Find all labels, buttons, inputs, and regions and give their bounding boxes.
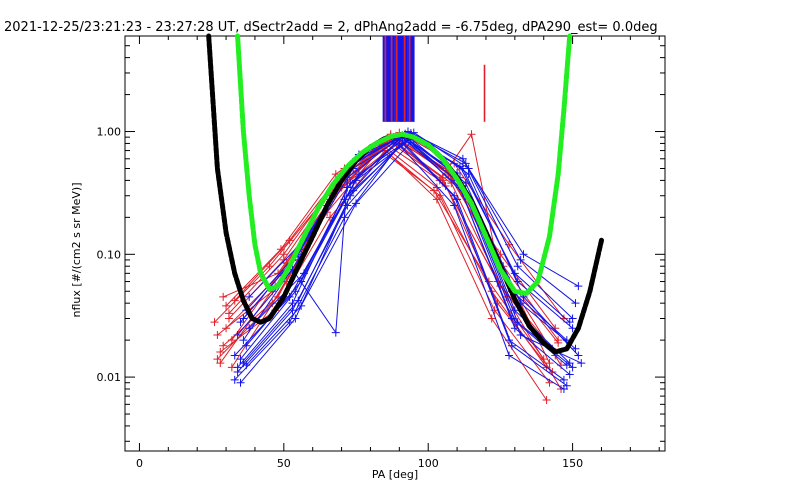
data-point — [245, 324, 254, 333]
data-point — [236, 378, 245, 387]
data-point — [429, 186, 438, 195]
data-point — [516, 255, 525, 264]
data-point — [565, 318, 574, 327]
data-point — [245, 292, 254, 301]
data-point — [507, 341, 516, 350]
data-point — [568, 324, 577, 333]
data-point — [216, 359, 225, 368]
data-point — [210, 318, 219, 327]
data-point — [233, 331, 242, 340]
axes-ticks: 0 50 100 150 0.01 0.10 1.00 — [97, 35, 665, 470]
data-point — [513, 262, 522, 271]
data-point — [574, 282, 583, 291]
data-point — [216, 348, 225, 357]
x-axis-label: PA [deg] — [372, 468, 418, 481]
data-point — [331, 328, 340, 337]
fit-curve — [235, 33, 573, 296]
data-point — [453, 195, 462, 204]
x-tick-label: 0 — [136, 457, 143, 470]
y-tick-label: 0.10 — [97, 248, 122, 261]
data-point — [542, 396, 551, 405]
data-point — [450, 201, 459, 210]
data-point — [224, 309, 233, 318]
data-point — [233, 368, 242, 377]
data-point — [458, 154, 467, 163]
data-point — [230, 351, 239, 360]
data-point — [464, 164, 473, 173]
x-tick-label: 50 — [277, 457, 291, 470]
data-point — [242, 361, 251, 370]
data-point — [571, 344, 580, 353]
data-point — [213, 331, 222, 340]
data-point — [568, 363, 577, 372]
data-point — [559, 384, 568, 393]
data-point — [242, 341, 251, 350]
data-point — [230, 375, 239, 384]
data-line — [219, 133, 550, 364]
data-point — [467, 130, 476, 139]
data-point — [285, 236, 294, 245]
data-point — [291, 314, 300, 323]
data-point — [222, 301, 231, 310]
data-point — [406, 138, 415, 147]
data-point — [239, 336, 248, 345]
data-point — [219, 292, 228, 301]
x-tick-label: 100 — [418, 457, 439, 470]
data-point — [559, 375, 568, 384]
series-layer — [206, 33, 604, 405]
data-point — [349, 186, 358, 195]
data-point — [352, 199, 361, 208]
data-point — [352, 176, 361, 185]
y-tick-label: 1.00 — [97, 126, 122, 139]
data-point — [227, 336, 236, 345]
data-point — [519, 250, 528, 259]
data-point — [288, 299, 297, 308]
data-point — [574, 351, 583, 360]
data-point — [554, 338, 563, 347]
data-point — [505, 351, 514, 360]
data-point — [571, 299, 580, 308]
data-point — [236, 318, 245, 327]
data-point — [219, 341, 228, 350]
chart-title: 2021-12-25/23:21:23 - 23:27:28 UT, dSect… — [4, 20, 658, 35]
data-line — [237, 136, 568, 368]
y-axis-label: nflux [#/(cm2 s sr MeV)] — [70, 183, 83, 318]
data-point — [565, 370, 574, 379]
data-point — [285, 318, 294, 327]
data-point — [516, 331, 525, 340]
data-point — [222, 324, 231, 333]
series-red-vertical-lines — [384, 36, 411, 122]
data-point — [294, 296, 303, 305]
y-tick-label: 0.01 — [97, 371, 122, 384]
x-tick-label: 150 — [562, 457, 583, 470]
data-point — [268, 299, 277, 308]
data-point — [487, 314, 496, 323]
data-point — [279, 250, 288, 259]
data-line — [217, 146, 548, 401]
data-point — [455, 162, 464, 171]
data-point — [346, 179, 355, 188]
data-point — [297, 301, 306, 310]
data-point — [432, 195, 441, 204]
data-point — [230, 296, 239, 305]
data-point — [510, 269, 519, 278]
data-point — [577, 359, 586, 368]
data-point — [545, 359, 554, 368]
data-point — [510, 306, 519, 315]
data-point — [265, 262, 274, 271]
series-green_fit-thick-dashed — [235, 33, 573, 296]
